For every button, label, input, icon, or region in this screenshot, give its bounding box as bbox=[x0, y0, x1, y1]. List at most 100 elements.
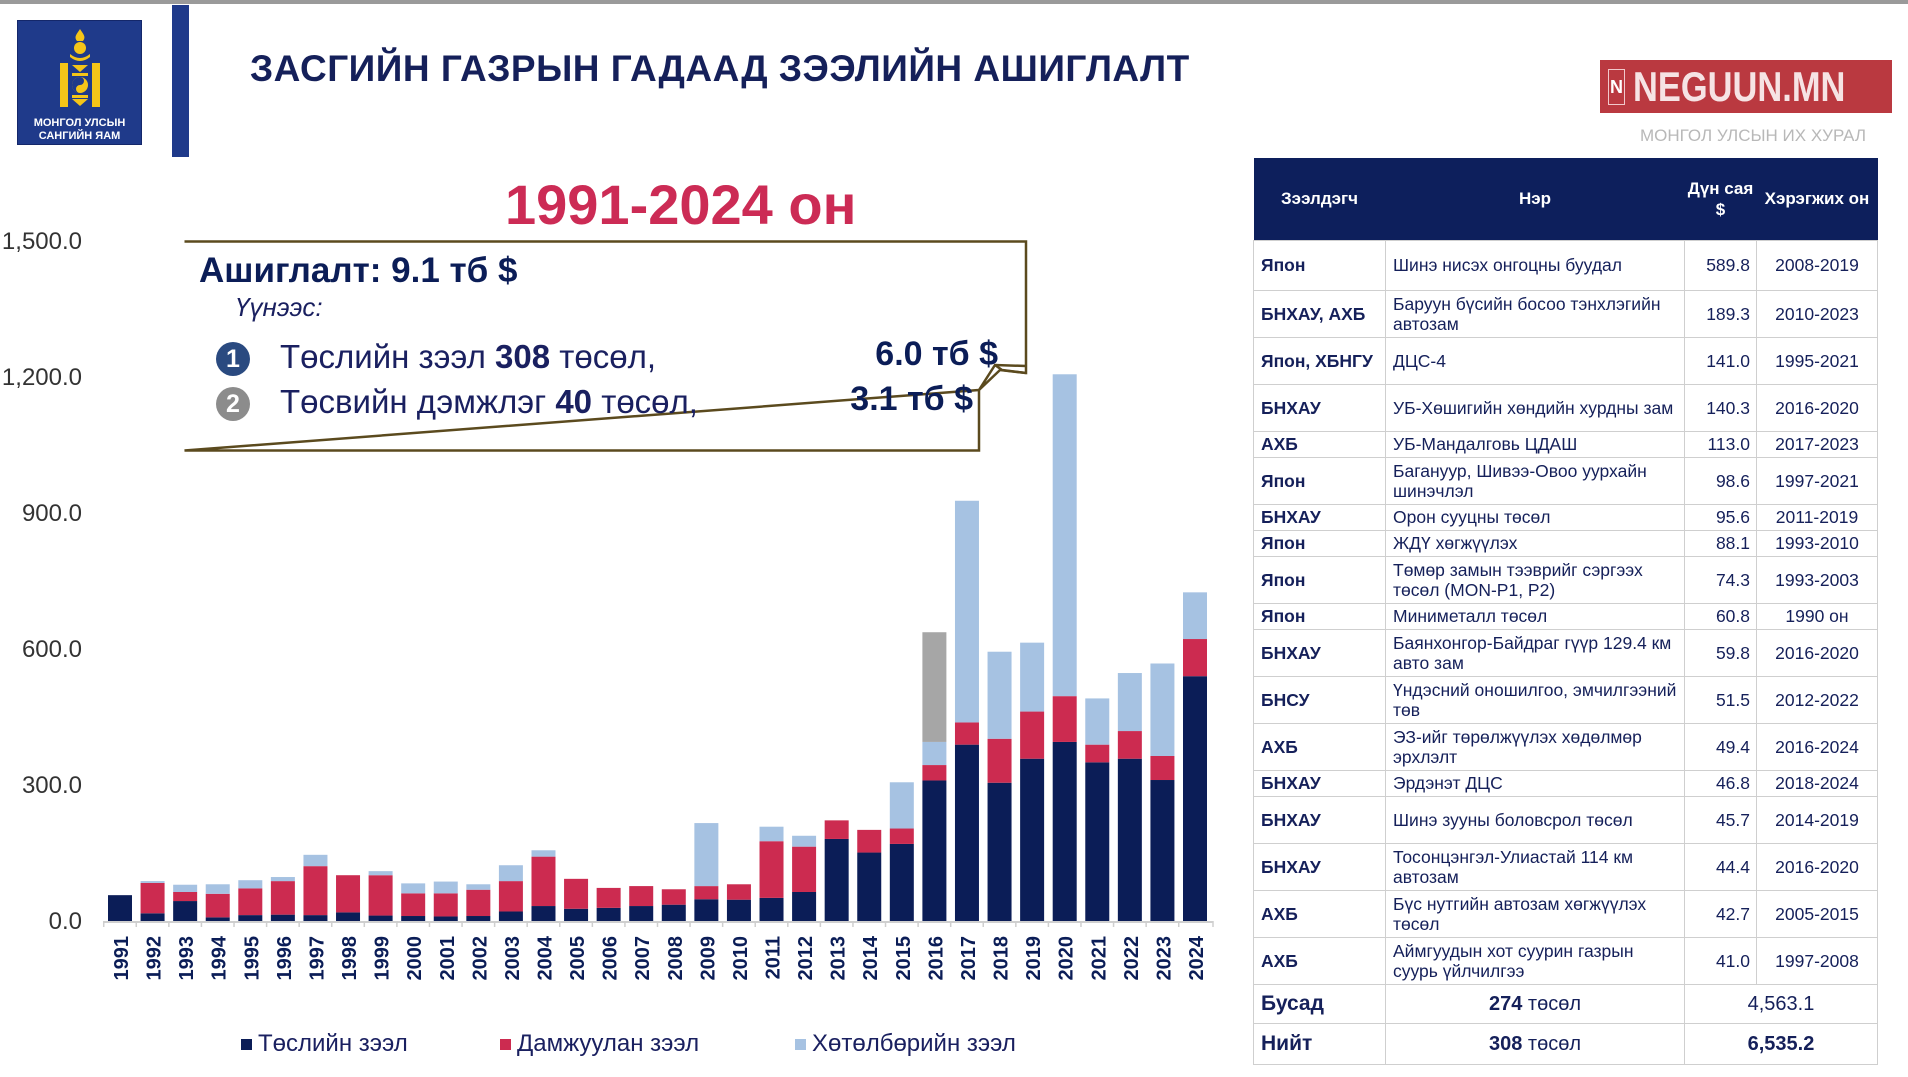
amount-cell: 51.5 bbox=[1684, 675, 1757, 724]
other-label: Бусад bbox=[1253, 983, 1386, 1024]
bar-segment-1998-2 bbox=[336, 875, 361, 913]
col-lender: Зээлдэгч bbox=[1253, 158, 1386, 240]
table-row: Япон Төмөр замын тээврийг сэргээх төсөл (… bbox=[1253, 555, 1878, 604]
x-tick-label: 2005 bbox=[567, 936, 589, 981]
lender-cell: БНХАУ bbox=[1253, 769, 1386, 797]
name-cell: Бүс нутгийн автозам хөгжүүлэх төсөл bbox=[1385, 889, 1685, 938]
soyombo-emblem-icon bbox=[60, 29, 100, 107]
x-tick-label: 1993 bbox=[176, 936, 198, 981]
bar-segment-2007-2 bbox=[629, 886, 654, 907]
bar-segment-1993-1 bbox=[173, 901, 198, 921]
name-cell: Төмөр замын тээврийг сэргээх төсөл (MON-… bbox=[1385, 555, 1685, 604]
table-row: АХБ ЭЗ-ийг төрөлжүүлэх хөдөлмөр эрхлэлт 49… bbox=[1253, 722, 1878, 771]
neguun-watermark: N NEGUUN.MN bbox=[1600, 60, 1892, 113]
bar-segment-1992-1 bbox=[140, 913, 165, 921]
bar-segment-2001-1 bbox=[433, 916, 458, 921]
y-tick-label: 600.0 bbox=[22, 636, 82, 663]
amount-cell: 60.8 bbox=[1684, 602, 1757, 630]
bar-segment-2017-2 bbox=[954, 722, 979, 745]
years-cell: 2008-2019 bbox=[1756, 239, 1878, 291]
lender-cell: Япон bbox=[1253, 555, 1386, 604]
x-tick-label: 2001 bbox=[437, 936, 459, 981]
lender-cell: АХБ bbox=[1253, 889, 1386, 938]
x-tick-label: 1995 bbox=[241, 936, 263, 981]
x-tick-label: 2019 bbox=[1023, 936, 1045, 981]
name-cell: Баруун бүсийн босоо тэнхлэгийн автозам bbox=[1385, 289, 1685, 338]
years-cell: 2017-2023 bbox=[1756, 430, 1878, 458]
x-tick-label: 1997 bbox=[306, 936, 328, 981]
bar-segment-1995-1 bbox=[238, 915, 263, 921]
neguun-logo-icon: N bbox=[1608, 68, 1625, 105]
amount-cell: 88.1 bbox=[1684, 529, 1757, 557]
name-cell: Миниметалл төсөл bbox=[1385, 602, 1685, 630]
x-tick-label: 1992 bbox=[144, 936, 166, 981]
name-cell: ЭЗ-ийг төрөлжүүлэх хөдөлмөр эрхлэлт bbox=[1385, 722, 1685, 771]
bar-segment-1991-1 bbox=[108, 895, 132, 921]
x-tick-label: 2017 bbox=[958, 936, 980, 981]
bar-segment-1996-1 bbox=[270, 914, 295, 921]
x-tick-label: 2021 bbox=[1088, 936, 1110, 981]
bar-segment-2024-3 bbox=[1183, 592, 1207, 640]
x-tick-label: 1991 bbox=[111, 936, 133, 981]
amount-cell: 42.7 bbox=[1684, 889, 1757, 938]
amount-cell: 49.4 bbox=[1684, 722, 1757, 771]
table-row: Япон Миниметалл төсөл 60.8 1990 он bbox=[1253, 602, 1878, 630]
bar-segment-2017-1 bbox=[954, 744, 979, 921]
x-tick-label: 2011 bbox=[763, 936, 785, 979]
bar-segment-2014-1 bbox=[857, 852, 882, 921]
bar-segment-2004-3 bbox=[531, 850, 556, 857]
bar-segment-1996-2 bbox=[270, 881, 295, 915]
x-tick-label: 2008 bbox=[665, 936, 687, 981]
legend-item-onlending-loan: Дамжуулан зээл bbox=[500, 1030, 699, 1058]
x-tick-label: 1996 bbox=[274, 936, 296, 981]
x-tick-label: 2013 bbox=[828, 936, 850, 981]
summary-callout: Ашиглалт: 9.1 тб $ Үүнээс: 1 Төслийн зээл… bbox=[183, 240, 1028, 452]
y-tick-label: 300.0 bbox=[22, 772, 82, 799]
y-tick-label: 1,500.0 bbox=[2, 228, 82, 255]
bar-segment-2009-3 bbox=[694, 823, 719, 887]
bar-segment-2022-2 bbox=[1117, 731, 1142, 759]
name-cell: Тосонцэнгэл-Улиастай 114 км автозам bbox=[1385, 842, 1685, 891]
y-tick-label: 900.0 bbox=[22, 500, 82, 527]
bar-segment-1993-2 bbox=[173, 891, 198, 902]
total-amount: 6,535.2 bbox=[1684, 1022, 1878, 1065]
faint-watermark: МОНГОЛ УЛСЫН ИХ ХУРАЛ bbox=[1640, 126, 1867, 145]
bar-segment-2021-3 bbox=[1085, 698, 1110, 745]
x-tick-label: 2000 bbox=[404, 936, 426, 981]
lender-cell: Япон bbox=[1253, 239, 1386, 291]
table-row: АХБ Бүс нутгийн автозам хөгжүүлэх төсөл 42… bbox=[1253, 889, 1878, 938]
x-tick-label: 1999 bbox=[372, 936, 394, 981]
amount-cell: 41.0 bbox=[1684, 936, 1757, 985]
table-row: БНХАУ Орон сууцны төсөл 95.6 2011-2019 bbox=[1253, 503, 1878, 531]
total-count: 308 төсөл bbox=[1385, 1022, 1685, 1065]
bar-segment-1999-2 bbox=[368, 875, 393, 916]
name-cell: ЖДҮ хөгжүүлэх bbox=[1385, 529, 1685, 557]
budget-support-amount: 3.1 тб $ bbox=[850, 380, 973, 418]
bar-segment-2008-2 bbox=[661, 889, 686, 905]
project-loans-line: 1 Төслийн зээл 308 төсөл, bbox=[216, 338, 656, 377]
table-row: Япон, ХБНГУ ДЦС-4 141.0 1995-2021 bbox=[1253, 336, 1878, 385]
bar-segment-2008-1 bbox=[661, 904, 686, 921]
amount-cell: 113.0 bbox=[1684, 430, 1757, 458]
name-cell: Шинэ нисэх онгоцны буудал bbox=[1385, 239, 1685, 291]
x-tick-label: 2020 bbox=[1056, 936, 1078, 981]
y-tick-label: 0.0 bbox=[49, 908, 82, 935]
table-header: Зээлдэгч Нэр Дүн сая $ Хэрэгжих он bbox=[1253, 158, 1878, 240]
bar-segment-1999-3 bbox=[368, 871, 393, 876]
x-tick-label: 2022 bbox=[1121, 936, 1143, 981]
other-row: Бусад 274 төсөл 4,563.1 bbox=[1253, 983, 1878, 1024]
bar-segment-2002-2 bbox=[466, 889, 491, 917]
bar-segment-2001-3 bbox=[433, 881, 458, 894]
amount-cell: 95.6 bbox=[1684, 503, 1757, 531]
period-heading: 1991-2024 он bbox=[505, 173, 857, 236]
bar-segment-2018-2 bbox=[987, 738, 1012, 783]
bar-segment-2017-3 bbox=[954, 500, 979, 723]
x-tick-label: 1994 bbox=[209, 935, 231, 980]
years-cell: 2016-2020 bbox=[1756, 383, 1878, 432]
bar-segment-2015-3 bbox=[889, 782, 914, 829]
lender-cell: БНХАУ bbox=[1253, 383, 1386, 432]
amount-cell: 59.8 bbox=[1684, 628, 1757, 677]
header-accent-bar bbox=[172, 5, 189, 157]
total-label: Нийт bbox=[1253, 1022, 1386, 1065]
amount-cell: 46.8 bbox=[1684, 769, 1757, 797]
